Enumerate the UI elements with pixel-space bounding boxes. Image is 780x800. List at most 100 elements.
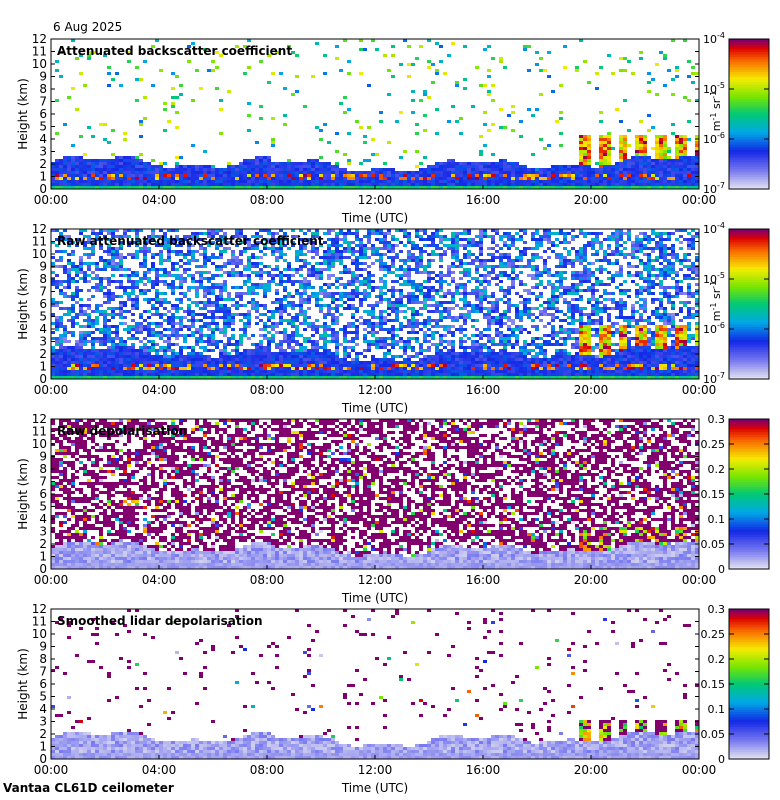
heatmap-cell <box>527 180 531 183</box>
heatmap-cell <box>143 117 147 120</box>
heatmap-cell <box>187 304 191 307</box>
heatmap-cell <box>499 174 503 177</box>
heatmap-cell <box>535 177 539 180</box>
heatmap-cell <box>391 180 395 183</box>
heatmap-cell <box>271 72 275 75</box>
heatmap-cell <box>619 147 623 150</box>
heatmap-cell <box>231 361 235 364</box>
heatmap-cell <box>231 174 235 177</box>
heatmap-cell <box>71 159 75 162</box>
heatmap-cell <box>335 349 339 352</box>
heatmap-cell <box>75 343 79 346</box>
heatmap-cell <box>363 298 367 301</box>
heatmap-cell <box>619 120 623 123</box>
heatmap-cell <box>59 376 63 379</box>
heatmap-cell <box>187 250 191 253</box>
heatmap-cell <box>191 286 195 289</box>
heatmap-cell <box>351 340 355 343</box>
heatmap-cell <box>391 174 395 177</box>
heatmap-cell <box>399 370 403 373</box>
heatmap-cell <box>551 168 555 171</box>
heatmap-cell <box>115 334 119 337</box>
heatmap-cell <box>259 60 263 63</box>
heatmap-cell <box>371 262 375 265</box>
heatmap-cell <box>167 337 171 340</box>
heatmap-cell <box>415 235 419 238</box>
heatmap-cell <box>339 177 343 180</box>
heatmap-cell <box>595 174 599 177</box>
heatmap-cell <box>215 367 219 370</box>
heatmap-cell <box>247 313 251 316</box>
heatmap-cell <box>359 274 363 277</box>
heatmap-cell <box>227 307 231 310</box>
heatmap-cell <box>67 295 71 298</box>
x-tick-label: 00:00 <box>682 193 717 207</box>
heatmap-cell <box>203 373 207 376</box>
heatmap-cell <box>111 78 115 81</box>
heatmap-cell <box>263 177 267 180</box>
heatmap-cell <box>675 165 679 168</box>
y-tick-label: 7 <box>39 95 47 109</box>
heatmap-cell <box>287 301 291 304</box>
heatmap-cell <box>287 322 291 325</box>
heatmap-cell <box>231 304 235 307</box>
heatmap-cell <box>207 183 211 186</box>
heatmap-cell <box>215 325 219 328</box>
heatmap-cell <box>427 66 431 69</box>
colorbar-tick-exponent: -6 <box>717 131 725 140</box>
heatmap-cell <box>311 168 315 171</box>
heatmap-cell <box>667 183 671 186</box>
heatmap-cell <box>107 174 111 177</box>
heatmap-cell <box>215 283 219 286</box>
heatmap-cell <box>275 325 279 328</box>
heatmap-cell <box>79 325 83 328</box>
heatmap-cell <box>271 183 275 186</box>
heatmap-cell <box>319 256 323 259</box>
heatmap-cell <box>159 180 163 183</box>
heatmap-cell <box>291 373 295 376</box>
heatmap-cell <box>307 283 311 286</box>
heatmap-cell <box>159 370 163 373</box>
heatmap-cell <box>299 253 303 256</box>
heatmap-cell <box>195 367 199 370</box>
heatmap-cell <box>287 337 291 340</box>
heatmap-cell <box>119 337 123 340</box>
heatmap-cell <box>435 72 439 75</box>
heatmap-cell <box>171 349 175 352</box>
heatmap-cell <box>155 376 159 379</box>
heatmap-cell <box>355 280 359 283</box>
heatmap-cell <box>207 355 211 358</box>
heatmap-cell <box>163 361 167 364</box>
heatmap-cell <box>351 180 355 183</box>
heatmap-cell <box>647 159 651 162</box>
heatmap-cell <box>275 168 279 171</box>
heatmap-cell <box>223 313 227 316</box>
heatmap-cell <box>251 186 255 189</box>
heatmap-cell <box>143 337 147 340</box>
heatmap-cell <box>247 367 251 370</box>
heatmap-cell <box>131 337 135 340</box>
heatmap-cell <box>263 367 267 370</box>
heatmap-cell <box>155 283 159 286</box>
heatmap-cell <box>295 361 299 364</box>
heatmap-cell <box>387 93 391 96</box>
heatmap-cell <box>335 241 339 244</box>
heatmap-cell <box>127 280 131 283</box>
heatmap-cell <box>303 105 307 108</box>
heatmap-cell <box>83 247 87 250</box>
heatmap-cell <box>311 343 315 346</box>
heatmap-cell <box>291 355 295 358</box>
heatmap-cell <box>107 280 111 283</box>
heatmap-cell <box>395 301 399 304</box>
heatmap-cell <box>359 280 363 283</box>
heatmap-cell <box>107 367 111 370</box>
heatmap-cell <box>59 180 63 183</box>
heatmap-cell <box>371 370 375 373</box>
heatmap-cell <box>119 304 123 307</box>
heatmap-cell <box>223 180 227 183</box>
heatmap-cell <box>139 250 143 253</box>
heatmap-cell <box>363 177 367 180</box>
heatmap-cell <box>163 129 167 132</box>
heatmap-cell <box>395 120 399 123</box>
heatmap-cell <box>203 171 207 174</box>
